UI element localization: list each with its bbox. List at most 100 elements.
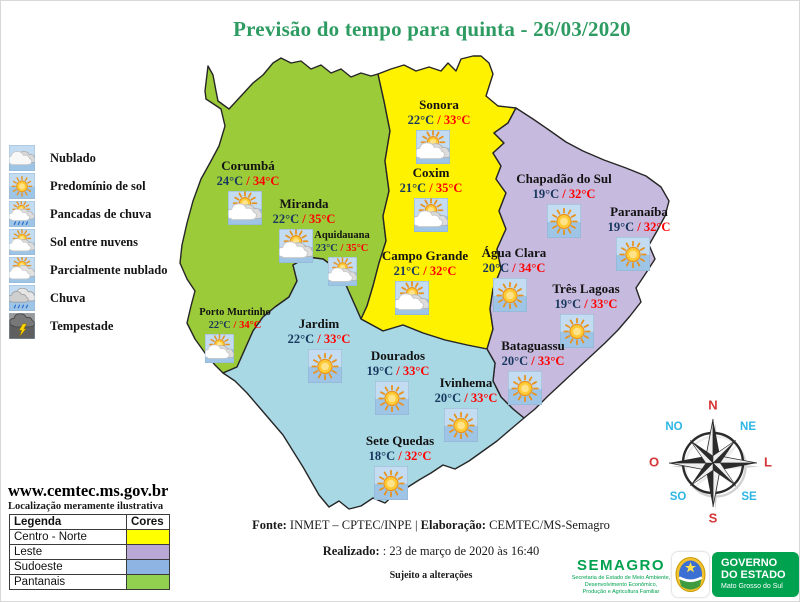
city-marker: Água Clara 20°C / 34°C — [439, 245, 589, 313]
min-temperature: 22°C — [407, 112, 435, 127]
legend-region-label: Pantanais — [9, 574, 127, 590]
compass-label-so: SO — [669, 491, 687, 503]
city-temperatures: 19°C / 33°C — [554, 296, 618, 311]
city-name: Bataguassu — [501, 338, 565, 353]
legend-table-row: Sudoeste — [9, 559, 170, 575]
min-temperature: 19°C — [532, 186, 560, 201]
max-temperature: 32°C — [568, 186, 596, 201]
city-marker: Ivinhema 20°C / 33°C — [391, 375, 541, 443]
coat-of-arms-icon — [675, 557, 706, 592]
compass-label-o: O — [648, 454, 660, 470]
region-sudoeste — [222, 256, 525, 510]
compass-label-se: SE — [741, 491, 757, 503]
region-leste — [486, 107, 670, 419]
city-name: Porto Murtinho — [199, 307, 271, 318]
sun-icon — [435, 277, 585, 313]
city-name: Paranaíba — [610, 204, 668, 219]
max-temperature: 33°C — [323, 331, 351, 346]
weather-legend-label: Predomínio de sol — [50, 178, 146, 193]
city-marker: Chapadão do Sul 19°C / 32°C — [489, 171, 639, 239]
city-name: Sete Quedas — [365, 433, 435, 448]
city-marker: Campo Grande 21°C / 32°C — [350, 248, 500, 316]
legend-region-label: Leste — [9, 544, 127, 560]
realizado-label: Realizado: — [322, 544, 380, 558]
compass-label-s: S — [708, 510, 718, 526]
compass-label-no: NO — [665, 421, 683, 433]
city-marker: Porto Murtinho 22°C / 34°C — [160, 307, 310, 364]
city-marker: Jardim 22°C / 33°C — [244, 316, 394, 384]
weather-legend-label: Chuva — [50, 290, 86, 305]
sun-icon — [558, 236, 708, 272]
city-name: Ivinhema — [439, 375, 493, 390]
city-marker: Miranda 22°C / 35°C — [229, 196, 379, 264]
city-name: Jardim — [298, 316, 340, 331]
semagro-logo-name: SEMAGRO — [576, 557, 665, 574]
city-temperatures: 20°C / 34°C — [482, 260, 546, 275]
legend-region-label: Centro - Norte — [9, 529, 127, 545]
city-marker: Sonora 22°C / 33°C — [364, 97, 514, 165]
weather-legend-item: Pancadas de chuva — [9, 200, 167, 228]
min-temperature: 20°C — [501, 353, 529, 368]
city-name: Corumbá — [221, 158, 275, 173]
max-temperature: 34°C — [239, 319, 262, 331]
city-temperatures: 22°C / 35°C — [272, 211, 336, 226]
city-temperatures: 19°C / 32°C — [532, 186, 596, 201]
city-temperatures: 20°C / 33°C — [501, 353, 565, 368]
legend-color-swatch — [126, 574, 170, 590]
max-temperature: 32°C — [643, 219, 671, 234]
max-temperature: 35°C — [435, 180, 463, 195]
city-name: Coxim — [412, 165, 450, 180]
max-temperature: 34°C — [518, 260, 546, 275]
city-temperatures: 18°C / 32°C — [368, 448, 432, 463]
city-marker: Corumbá 24°C / 34°C — [173, 158, 323, 226]
semagro-logo: SEMAGRO Secretaria de Estado de Meio Amb… — [564, 557, 678, 596]
weather-legend-label: Pancadas de chuva — [50, 206, 152, 221]
max-temperature: 35°C — [346, 242, 369, 254]
weather-legend-item: Sol entre nuvens — [9, 228, 167, 256]
city-temperatures: 22°C / 34°C — [208, 319, 262, 331]
sun-icon — [9, 173, 35, 199]
city-temperatures: 22°C / 33°C — [287, 331, 351, 346]
legend-table-header-legenda: Legenda — [9, 514, 127, 530]
city-temperatures: 23°C / 35°C — [315, 242, 369, 254]
city-marker: Paranaíba 19°C / 32°C — [564, 204, 714, 272]
legend-table-row: Leste — [9, 544, 170, 560]
min-temperature: 24°C — [216, 173, 244, 188]
governo-do-estado-logo: GOVERNO DO ESTADO Mato Grosso do Sul — [712, 552, 799, 597]
weather-legend-label: Sol entre nuvens — [50, 234, 138, 249]
weather-legend-label: Tempestade — [50, 318, 114, 333]
compass-label-n: N — [708, 397, 718, 413]
city-name: Água Clara — [481, 245, 547, 260]
sun-cloud-icon — [337, 280, 487, 316]
city-name: Dourados — [370, 348, 426, 363]
city-marker: Dourados 19°C / 33°C — [323, 348, 473, 416]
storm-icon — [9, 313, 35, 339]
city-name: Aquidauana — [314, 230, 370, 241]
weather-legend-item: Predomínio de sol — [9, 172, 167, 200]
weather-legend-item: Tempestade — [9, 312, 167, 340]
max-temperature: 33°C — [537, 353, 565, 368]
max-temperature: 33°C — [402, 363, 430, 378]
state-coat-of-arms — [672, 552, 709, 597]
legend-table: Legenda Cores Centro - Norte Leste Sudoest… — [9, 514, 170, 590]
weather-legend-item: Parcialmente nublado — [9, 256, 167, 284]
weather-legend-label: Parcialmente nublado — [50, 262, 168, 277]
compass-label-ne: NE — [740, 421, 756, 433]
sun-icon — [502, 313, 652, 349]
note-line: Sujeito a alterações — [389, 570, 473, 581]
partly-cloudy-icon — [9, 257, 35, 283]
weather-legend-item: Chuva — [9, 284, 167, 312]
min-temperature: 20°C — [434, 390, 462, 405]
city-temperatures: 24°C / 34°C — [216, 173, 280, 188]
city-marker: Aquidauana 23°C / 35°C — [267, 230, 417, 287]
weather-legend-label: Nublado — [50, 150, 96, 165]
max-temperature: 32°C — [404, 448, 432, 463]
site-disclaimer: Localização meramente ilustrativa — [8, 501, 164, 512]
weather-legend-item: Nublado — [9, 144, 167, 172]
sun-cloud-icon — [358, 129, 508, 165]
min-temperature: 19°C — [554, 296, 582, 311]
max-temperature: 32°C — [429, 263, 457, 278]
min-temperature: 21°C — [399, 180, 427, 195]
elaboracao-label: Elaboração: — [420, 518, 486, 532]
